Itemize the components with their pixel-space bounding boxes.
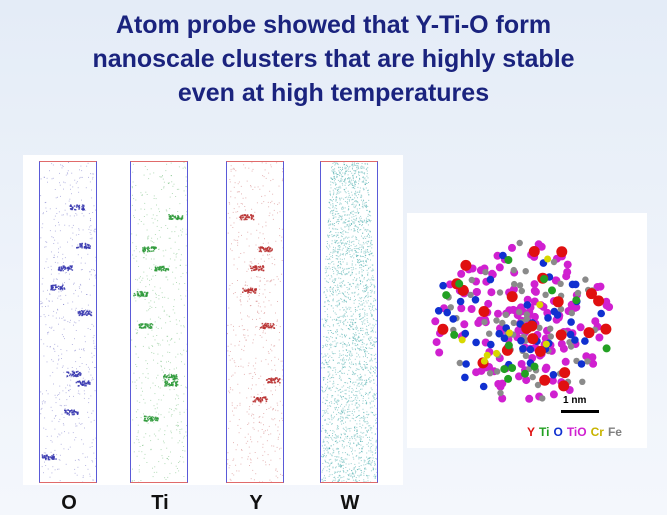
title-line-2: nanoscale clusters that are highly stabl… (92, 45, 575, 73)
atom-map-ti (130, 161, 188, 483)
atom-map-label-w: W (340, 492, 360, 514)
atom-map-label-o: O (61, 492, 77, 514)
element-legend: Y Ti O TiO Cr Fe (527, 425, 626, 439)
legend-item-o: O (553, 425, 563, 439)
title-line-1: Atom probe showed that Y-Ti-O form (115, 11, 552, 39)
legend-item-fe: Fe (607, 425, 622, 439)
legend-item-cr: Cr (590, 425, 604, 439)
cluster-atom-image (431, 239, 614, 403)
atom-map-w (320, 161, 378, 483)
slide-title: Atom probe showed that Y-Ti-O form nanos… (0, 8, 667, 110)
atom-map-y (226, 161, 284, 483)
legend-item-ti: Ti (539, 425, 550, 439)
atom-probe-maps-panel (23, 155, 403, 485)
legend-item-y: Y (527, 425, 536, 439)
scale-bar (561, 410, 599, 413)
title-line-3: even at high temperatures (177, 79, 490, 107)
atom-map-label-y: Y (249, 492, 263, 514)
cluster-reconstruction-panel: 1 nm Y Ti O TiO Cr Fe (407, 213, 647, 448)
scale-bar-label: 1 nm (563, 395, 587, 406)
atom-map-o (39, 161, 97, 483)
legend-item-tio: TiO (566, 425, 587, 439)
atom-map-label-ti: Ti (151, 492, 169, 514)
